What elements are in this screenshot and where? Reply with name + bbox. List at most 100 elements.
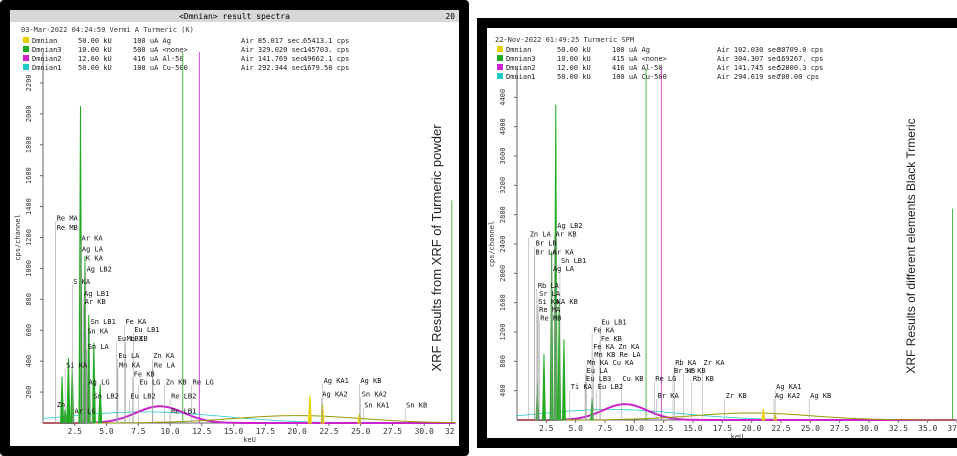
spectrum-peak xyxy=(542,353,546,421)
y-tick-label: 3200 xyxy=(499,177,507,194)
peak-label: Ti KA xyxy=(571,383,593,391)
x-tick-label: 15.0 xyxy=(224,427,243,436)
black-turmeric-spectrum-chart: 22-Nov-2022 01:49:25 Turmeric SPM Dmnian 5… xyxy=(488,36,957,441)
x-tick-label: 20.0 xyxy=(742,424,761,433)
peak-label: Zr KA xyxy=(703,359,725,367)
peak-label: Fe KB xyxy=(134,371,155,379)
x-tick-label: 32.5 xyxy=(889,424,908,433)
peak-label: Ag LB2 xyxy=(87,266,112,274)
background-series-line xyxy=(517,412,956,421)
peak-label: KA KB xyxy=(557,298,578,306)
x-tick-label: 22.5 xyxy=(771,424,790,433)
peak-label: Fe KB xyxy=(601,335,622,343)
peak-label: Ag KB xyxy=(360,377,381,385)
legend-swatch xyxy=(23,37,29,43)
peak-label: Zn KB xyxy=(166,378,187,386)
legend-rate: 1679.50 cps xyxy=(303,64,349,72)
x-tick-label: 7.5 xyxy=(598,424,613,433)
peak-label: Ar KB xyxy=(85,298,106,306)
peak-label: Br KA xyxy=(658,392,680,400)
x-tick-label: 30.0 xyxy=(859,424,878,433)
peak-label: Sn LB2 xyxy=(94,392,119,400)
y-tick-label: 2000 xyxy=(25,105,33,122)
x-tick-label: 37.5 xyxy=(947,424,957,433)
peak-label: Sn KA2 xyxy=(362,391,387,399)
peak-label: Eu LB1 xyxy=(134,326,159,334)
peak-label: Si KA xyxy=(538,298,560,306)
window-title-right: 20 xyxy=(445,12,455,21)
legend-name: Dmnian xyxy=(506,46,531,54)
legend-kv: 50.00 kU xyxy=(557,46,591,54)
peak-label: Zn xyxy=(57,401,65,409)
legend-current: 416 uA Al-50 xyxy=(612,64,663,72)
y-tick-label: 2400 xyxy=(499,236,507,253)
x-tick-label: 2.5 xyxy=(68,427,83,436)
peak-label: Ag KA2 xyxy=(775,392,800,400)
legend-rate: 30709.0 cps xyxy=(777,46,823,54)
peak-label: Ar KA xyxy=(81,235,103,243)
x-tick-label: 27.5 xyxy=(383,427,402,436)
y-axis-label: cps/channel xyxy=(14,214,22,260)
x-tick-label: 35.0 xyxy=(918,424,937,433)
peak-label: Rb KA xyxy=(675,359,697,367)
peak-label: Zr KB xyxy=(726,392,747,400)
window-titlebar xyxy=(10,10,459,22)
legend-time: Air 294.619 sec. xyxy=(717,73,784,81)
legend-kv: 50.00 kU xyxy=(557,73,591,81)
peak-label: Re MB xyxy=(540,314,561,322)
legend-rate: 49662.1 cps xyxy=(303,55,349,63)
y-tick-label: 2800 xyxy=(499,206,507,223)
y-tick-label: 3600 xyxy=(499,148,507,165)
spectrum-timestamp: 22-Nov-2022 01:49:25 Turmeric SPM xyxy=(495,36,634,44)
legend-kv: 12.00 kU xyxy=(78,55,112,63)
y-tick-label: 600 xyxy=(25,324,33,337)
peak-label: Ag LG xyxy=(88,378,109,386)
legend-swatch xyxy=(497,64,503,70)
background-series-line xyxy=(43,405,455,424)
peak-label: K KA xyxy=(86,255,104,263)
peak-label: Eu LB2 xyxy=(130,392,155,400)
spectrum-peak xyxy=(91,342,96,424)
peak-label: Ag KA1 xyxy=(324,377,349,385)
y-tick-label: 1800 xyxy=(25,136,33,153)
legend-name: Dmnian3 xyxy=(32,46,62,54)
legend-time: Air 304.307 sec. xyxy=(717,55,784,63)
peak-label: Br LA xyxy=(535,248,557,256)
peak-label: Mn KB Re LA xyxy=(594,351,641,359)
y-tick-label: 1000 xyxy=(25,260,33,277)
legend-name: Dmnian xyxy=(32,37,57,45)
peak-label: Eu LA xyxy=(118,352,140,360)
peak-label: Zn LA xyxy=(530,231,552,239)
x-tick-label: 17.5 xyxy=(713,424,732,433)
peak-label: Ag KA1 xyxy=(776,383,801,391)
peak-label: Re MA xyxy=(539,306,561,314)
x-tick-label: 27.5 xyxy=(830,424,849,433)
peak-label: Ag LB1 xyxy=(84,290,109,298)
legend-rate: 65413.1 cps xyxy=(303,37,349,45)
x-tick-label: 5.0 xyxy=(568,424,583,433)
legend-rate: 52000.3 cps xyxy=(777,64,823,72)
legend-time: Air 141.769 sec. xyxy=(241,55,308,63)
x-tick-label: 10.0 xyxy=(625,424,644,433)
side-caption: XRF Results of different elements Black … xyxy=(904,118,918,373)
peak-label: Eu LB3 xyxy=(586,375,611,383)
x-tick-label: 7.5 xyxy=(131,427,146,436)
legend-name: Dmnian1 xyxy=(32,64,62,72)
spectrum-peak xyxy=(562,339,566,421)
peak-label: Sr LA xyxy=(539,290,561,298)
peak-label: Mn KA xyxy=(119,361,141,369)
peak-label: Ag LA xyxy=(553,265,575,273)
peak-label: Rb KB xyxy=(693,375,714,383)
spectrum-peak xyxy=(66,358,71,424)
y-tick-label: 800 xyxy=(25,293,33,306)
peak-label: Re LA xyxy=(154,361,176,369)
side-caption: XRF Results from XRF of Turmeric powder xyxy=(429,124,444,372)
x-tick-label: 25.0 xyxy=(351,427,370,436)
peak-label: Sn KA1 xyxy=(364,402,389,410)
legend-current: 100 uA Cu-500 xyxy=(133,64,188,72)
peak-label: Br LB xyxy=(536,239,557,247)
legend-kv: 10.00 kU xyxy=(78,46,112,54)
legend-kv: 50.00 kU xyxy=(78,37,112,45)
peak-label: Ar KA xyxy=(553,248,575,256)
background-series-line xyxy=(517,403,956,421)
